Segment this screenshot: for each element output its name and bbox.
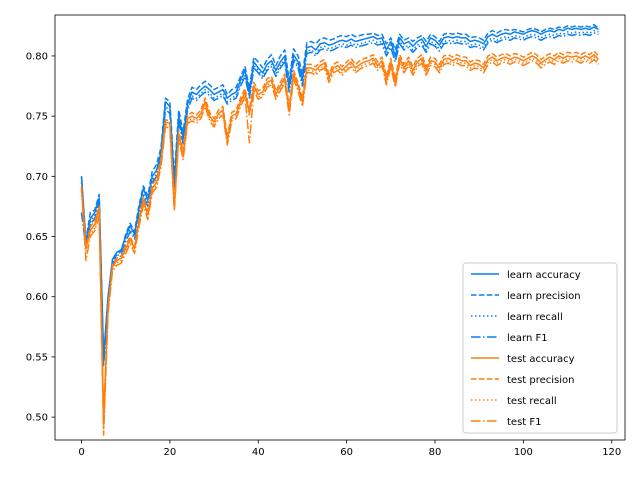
legend-label: test recall <box>507 396 557 407</box>
x-tick-label: 40 <box>252 447 265 458</box>
legend-label: learn precision <box>507 291 581 302</box>
series-line-2 <box>80 29 599 364</box>
plot-area <box>80 23 600 436</box>
y-axis: 0.50 0.55 0.60 0.65 0.70 0.75 0.80 <box>26 51 55 424</box>
y-tick-label: 0.70 <box>26 172 48 183</box>
legend-box <box>462 262 618 434</box>
legend-label: learn F1 <box>507 333 548 344</box>
legend-label: learn accuracy <box>507 270 581 281</box>
series-line-6 <box>80 56 600 430</box>
x-tick-label: 60 <box>340 447 353 458</box>
x-tick-label: 100 <box>514 447 533 458</box>
series-line-3 <box>80 32 599 368</box>
x-tick-label: 80 <box>429 447 442 458</box>
series-line-5 <box>80 50 600 424</box>
axes-frame <box>54 14 626 441</box>
series-line-0 <box>80 26 599 358</box>
x-tick-label: 0 <box>78 447 84 458</box>
y-tick-label: 0.55 <box>26 352 48 363</box>
legend-label: test F1 <box>507 417 542 428</box>
x-tick-label: 20 <box>164 447 177 458</box>
series-line-1 <box>80 23 599 361</box>
series-line-7 <box>80 58 600 436</box>
y-tick-label: 0.75 <box>26 112 48 123</box>
series-line-4 <box>80 53 600 418</box>
legend-label: test accuracy <box>507 354 575 365</box>
y-tick-label: 0.60 <box>26 292 48 303</box>
x-tick-label: 120 <box>602 447 621 458</box>
y-tick-label: 0.80 <box>26 51 48 62</box>
x-axis: 0 20 40 60 80 100 120 <box>78 440 621 458</box>
legend: learn accuracy learn precision learn recal… <box>462 262 618 434</box>
y-tick-label: 0.65 <box>26 232 48 243</box>
legend-label: learn recall <box>507 312 563 323</box>
y-tick-label: 0.50 <box>26 413 48 424</box>
legend-label: test precision <box>507 375 575 386</box>
